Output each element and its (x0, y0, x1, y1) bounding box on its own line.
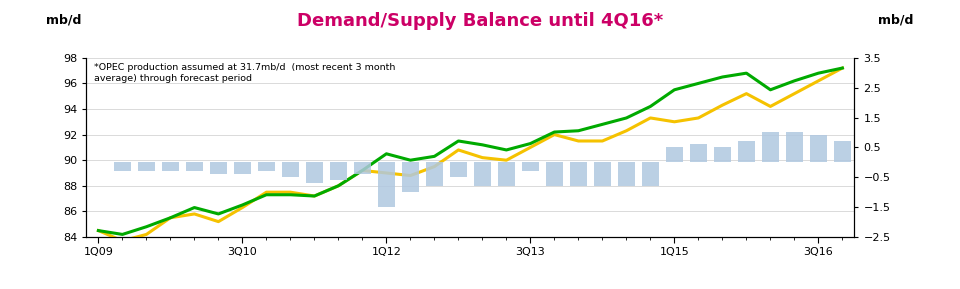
Bar (162, 162, 179, 171)
Bar (138, 162, 155, 171)
Bar (690, 144, 707, 162)
Bar (306, 162, 323, 183)
Bar (258, 162, 275, 171)
Bar (474, 162, 491, 186)
Bar (618, 162, 635, 186)
Bar (498, 162, 515, 186)
Bar (114, 162, 131, 171)
Text: mb/d: mb/d (46, 14, 82, 27)
Bar (666, 147, 683, 162)
Bar (450, 162, 467, 177)
Text: Demand/Supply Balance until 4Q16*: Demand/Supply Balance until 4Q16* (297, 12, 663, 29)
Bar (426, 162, 443, 186)
Bar (186, 162, 203, 171)
Bar (642, 162, 659, 186)
Bar (738, 141, 755, 162)
Bar (522, 162, 539, 171)
Bar (354, 162, 371, 174)
Bar (570, 162, 587, 186)
Bar (762, 132, 779, 162)
Bar (594, 162, 611, 186)
Bar (810, 136, 827, 162)
Bar (834, 141, 851, 162)
Bar (402, 162, 419, 192)
Bar (378, 162, 395, 207)
Bar (714, 147, 731, 162)
Bar (546, 162, 563, 186)
Text: mb/d: mb/d (878, 14, 914, 27)
Bar (234, 162, 251, 174)
Bar (210, 162, 227, 174)
Bar (330, 162, 347, 180)
Bar (786, 132, 803, 162)
Text: *OPEC production assumed at 31.7mb/d  (most recent 3 month
average) through fore: *OPEC production assumed at 31.7mb/d (mo… (94, 63, 396, 83)
Bar (282, 162, 299, 177)
